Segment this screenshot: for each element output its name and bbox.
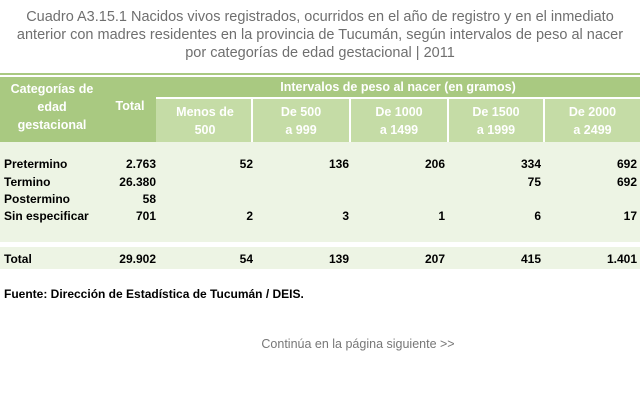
cell-value: 75 xyxy=(527,175,541,189)
interval-header-line-1: De 1500 xyxy=(472,105,520,119)
interval-header-line-2: a 1499 xyxy=(379,123,419,137)
cell-value: 6 xyxy=(534,209,541,223)
total-value: 54 xyxy=(239,252,253,266)
interval-header-line-2: a 999 xyxy=(285,123,317,137)
subheader-separator xyxy=(156,97,640,99)
column-separator xyxy=(251,98,253,142)
category-header-line-3: gestacional xyxy=(17,118,87,132)
interval-subheader xyxy=(156,98,640,142)
cell-value: 1 xyxy=(438,209,445,223)
column-separator xyxy=(447,98,449,142)
total-value: 1.401 xyxy=(606,252,637,266)
cell-value: 3 xyxy=(342,209,349,223)
interval-header-line-2: a 1999 xyxy=(476,123,516,137)
total-header: Total xyxy=(115,99,145,113)
row-label: Postermino xyxy=(4,192,71,206)
cell-value: 17 xyxy=(623,209,637,223)
cell-value: 136 xyxy=(328,157,349,171)
row-total: 2.763 xyxy=(125,157,156,171)
table-title: Cuadro A3.15.1 Nacidos vivos registrados… xyxy=(0,8,640,62)
category-header-line-1: Categorías de xyxy=(10,82,94,96)
category-header-line-2: edad xyxy=(37,100,67,114)
row-total: 26.380 xyxy=(119,175,156,189)
interval-header: Menos de 500 xyxy=(158,103,252,139)
interval-header-line-1: Menos de xyxy=(176,105,234,119)
interval-header-line-2: a 2499 xyxy=(573,123,612,137)
cell-value: 692 xyxy=(616,157,637,171)
title-line-1: Cuadro A3.15.1 Nacidos vivos registrados… xyxy=(26,9,614,25)
source-note: Fuente: Dirección de Estadística de Tucu… xyxy=(4,287,304,301)
continue-link[interactable]: Continúa en la página siguiente >> xyxy=(261,337,455,351)
row-total: 701 xyxy=(135,209,156,223)
title-line-3: por categorías de edad gestacional | 201… xyxy=(185,45,455,61)
row-label: Sin especificar xyxy=(4,209,89,223)
column-separator xyxy=(543,98,545,142)
interval-header: De 500 a 999 xyxy=(253,103,349,139)
cell-value: 52 xyxy=(239,157,253,171)
total-value: 207 xyxy=(424,252,445,266)
total-value: 139 xyxy=(328,252,349,266)
cell-value: 206 xyxy=(424,157,445,171)
grand-total: 29.902 xyxy=(119,252,156,266)
interval-group-header: Intervalos de peso al nacer (en gramos) xyxy=(280,80,516,94)
interval-header: De 1500 a 1999 xyxy=(449,103,543,139)
interval-header-line-1: De 500 xyxy=(280,105,322,119)
interval-header-line-1: De 1000 xyxy=(375,105,423,119)
cell-value: 692 xyxy=(616,175,637,189)
cell-value: 334 xyxy=(520,157,541,171)
category-header: Categorías de edad gestacional xyxy=(0,80,104,134)
interval-header: De 1000 a 1499 xyxy=(351,103,447,139)
total-value: 415 xyxy=(520,252,541,266)
row-label: Termino xyxy=(4,175,51,189)
total-label: Total xyxy=(4,252,32,266)
cell-value: 2 xyxy=(246,209,253,223)
row-label: Pretermino xyxy=(4,157,68,171)
interval-header-line-1: De 2000 xyxy=(568,105,617,119)
title-line-2: anterior con madres residentes en la pro… xyxy=(16,27,624,43)
row-total: 58 xyxy=(142,192,156,206)
table-body xyxy=(0,142,640,242)
column-separator xyxy=(349,98,351,142)
total-row-band xyxy=(0,247,640,269)
interval-header: De 2000 a 2499 xyxy=(545,103,640,139)
interval-header-line-2: 500 xyxy=(194,123,216,137)
header-top-rule xyxy=(0,73,640,75)
